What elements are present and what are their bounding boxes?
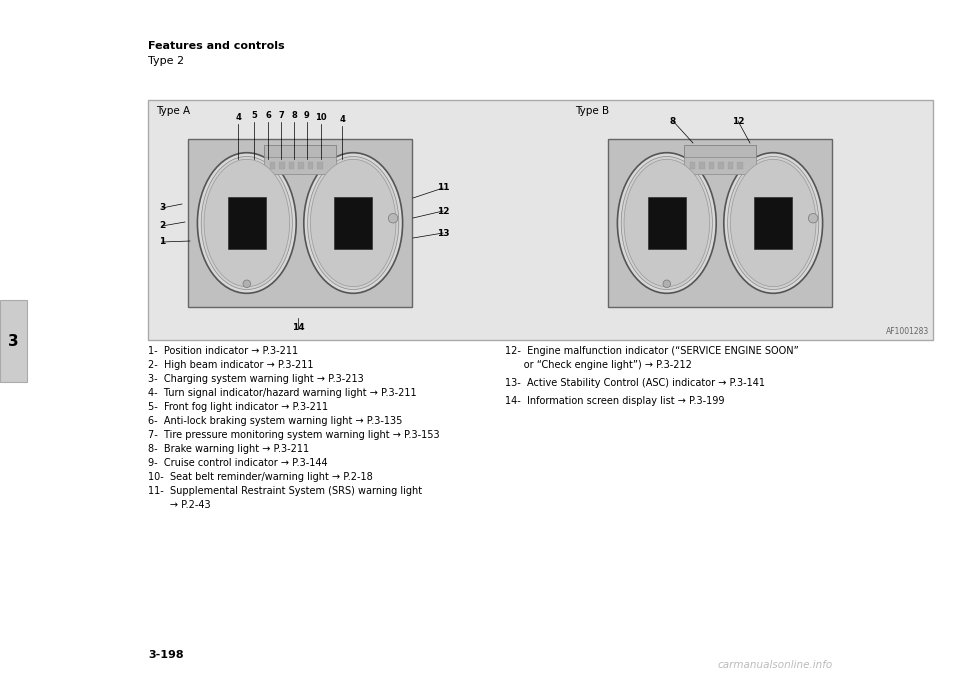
Ellipse shape: [303, 153, 402, 294]
Text: 8-  Brake warning light → P.3-211: 8- Brake warning light → P.3-211: [148, 444, 309, 454]
Text: Type B: Type B: [575, 106, 610, 116]
Text: 4: 4: [235, 113, 241, 122]
Text: 5-  Front fog light indicator → P.3-211: 5- Front fog light indicator → P.3-211: [148, 402, 328, 412]
Text: 11: 11: [437, 184, 449, 193]
Bar: [708, 162, 714, 169]
Text: carmanualsonline.info: carmanualsonline.info: [717, 660, 832, 670]
Text: Type A: Type A: [156, 106, 190, 116]
Bar: [264, 145, 336, 159]
Circle shape: [663, 280, 671, 287]
Text: 3: 3: [8, 334, 18, 348]
Bar: [684, 145, 756, 159]
Text: 14: 14: [292, 323, 304, 332]
Bar: [608, 140, 832, 306]
Text: Features and controls: Features and controls: [148, 41, 284, 51]
Text: 9: 9: [304, 111, 310, 120]
Ellipse shape: [204, 159, 290, 287]
Text: → P.2-43: → P.2-43: [148, 500, 210, 510]
Ellipse shape: [198, 153, 297, 294]
Bar: [699, 162, 705, 169]
Text: 7: 7: [278, 111, 284, 120]
Text: 11-  Supplemental Restraint System (SRS) warning light: 11- Supplemental Restraint System (SRS) …: [148, 486, 422, 496]
Text: 3-198: 3-198: [148, 650, 183, 660]
Text: 9-  Cruise control indicator → P.3-144: 9- Cruise control indicator → P.3-144: [148, 458, 327, 468]
Text: 1-  Position indicator → P.3-211: 1- Position indicator → P.3-211: [148, 346, 299, 356]
Text: or “Check engine light”) → P.3-212: or “Check engine light”) → P.3-212: [505, 360, 692, 370]
Bar: [279, 162, 285, 169]
Text: 10: 10: [315, 113, 326, 122]
Text: 10-  Seat belt reminder/warning light → P.2-18: 10- Seat belt reminder/warning light → P…: [148, 472, 372, 482]
Bar: [718, 162, 724, 169]
Bar: [648, 197, 685, 249]
Text: 6: 6: [265, 111, 271, 120]
Text: 8: 8: [670, 117, 676, 125]
Ellipse shape: [728, 157, 819, 290]
Ellipse shape: [724, 153, 823, 294]
Text: AF1001283: AF1001283: [886, 327, 929, 336]
Text: 13-  Active Stability Control (ASC) indicator → P.3-141: 13- Active Stability Control (ASC) indic…: [505, 378, 765, 388]
Text: 4-  Turn signal indicator/hazard warning light → P.3-211: 4- Turn signal indicator/hazard warning …: [148, 388, 417, 398]
Text: 14-  Information screen display list → P.3-199: 14- Information screen display list → P.…: [505, 397, 725, 406]
Bar: [148, 100, 933, 340]
Text: 6-  Anti-lock braking system warning light → P.3-135: 6- Anti-lock braking system warning ligh…: [148, 416, 402, 426]
Bar: [228, 197, 266, 249]
Text: 4: 4: [339, 115, 345, 124]
Ellipse shape: [310, 159, 396, 287]
Text: 2: 2: [158, 222, 165, 231]
Circle shape: [808, 214, 818, 223]
Ellipse shape: [731, 159, 816, 287]
Text: 5: 5: [252, 111, 257, 120]
Text: 8: 8: [291, 111, 297, 120]
Text: 12: 12: [732, 117, 744, 125]
Ellipse shape: [624, 159, 709, 287]
Bar: [689, 162, 695, 169]
Circle shape: [243, 280, 251, 287]
Text: 1: 1: [158, 237, 165, 247]
Text: 13: 13: [437, 228, 449, 237]
Text: 3: 3: [158, 203, 165, 212]
Text: Type 2: Type 2: [148, 56, 184, 66]
Text: 2-  High beam indicator → P.3-211: 2- High beam indicator → P.3-211: [148, 360, 314, 370]
Ellipse shape: [621, 157, 712, 290]
Bar: [684, 157, 756, 174]
Bar: [264, 157, 336, 174]
Ellipse shape: [617, 153, 716, 294]
Bar: [289, 162, 295, 169]
Text: 7-  Tire pressure monitoring system warning light → P.3-153: 7- Tire pressure monitoring system warni…: [148, 430, 440, 440]
Bar: [0, 300, 27, 382]
Bar: [188, 140, 412, 306]
Bar: [317, 162, 323, 169]
Bar: [299, 162, 303, 169]
Bar: [728, 162, 733, 169]
Bar: [270, 162, 276, 169]
Text: 12-  Engine malfunction indicator (“SERVICE ENGINE SOON”: 12- Engine malfunction indicator (“SERVI…: [505, 346, 799, 356]
Bar: [307, 162, 313, 169]
Text: 3-  Charging system warning light → P.3-213: 3- Charging system warning light → P.3-2…: [148, 374, 364, 384]
Bar: [737, 162, 743, 169]
Bar: [755, 197, 792, 249]
Ellipse shape: [307, 157, 398, 290]
Circle shape: [389, 214, 397, 223]
Bar: [334, 197, 372, 249]
Text: 12: 12: [437, 207, 449, 216]
Ellipse shape: [202, 157, 293, 290]
